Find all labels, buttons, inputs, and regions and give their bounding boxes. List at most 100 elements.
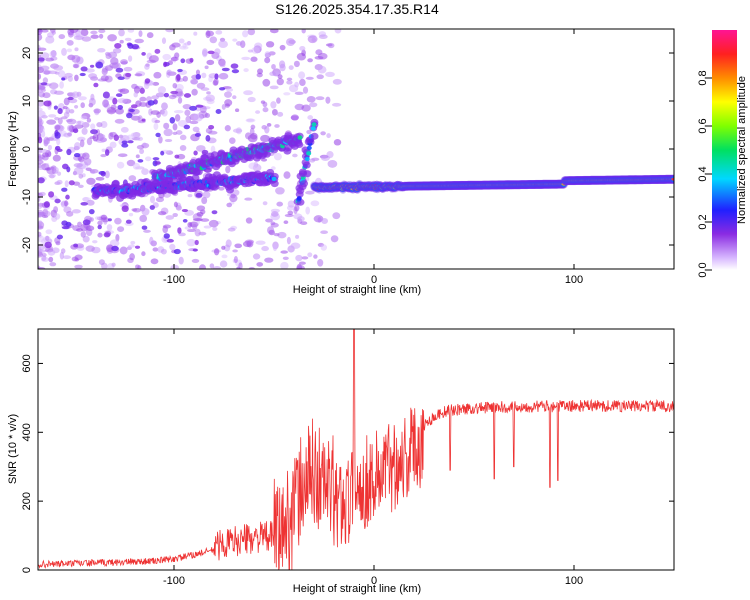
spectral-blob	[214, 73, 219, 80]
spectral-blob	[283, 220, 289, 225]
spectral-blob	[136, 145, 145, 150]
spectral-blob	[232, 95, 237, 100]
spectral-blob	[271, 108, 278, 116]
spectral-blob	[218, 87, 226, 91]
spectral-blob	[232, 128, 243, 133]
spectral-blob	[112, 47, 122, 54]
spectral-blob	[203, 225, 212, 229]
spectral-blob	[43, 235, 51, 243]
spectral-blob	[280, 250, 288, 254]
spectral-blob	[41, 130, 46, 138]
spectral-blob	[154, 119, 161, 124]
spectral-blob	[38, 33, 43, 42]
spectral-blob	[295, 234, 300, 239]
spectral-blob	[270, 166, 276, 171]
spectral-blob	[128, 108, 135, 113]
spectral-blob	[65, 194, 70, 200]
spectral-blob	[85, 68, 95, 73]
colorbar-label: Normalized spectral amplitude	[736, 76, 748, 224]
spectral-blob	[177, 227, 182, 234]
spectral-blob	[192, 248, 198, 252]
spectral-blob	[255, 240, 266, 245]
spectral-blob	[48, 256, 54, 263]
spectral-blob	[76, 228, 83, 232]
spectrogram-xlabel: Height of straight line (km)	[293, 284, 421, 296]
spectral-blob	[80, 66, 88, 72]
spectral-blob	[271, 176, 277, 182]
spectral-blob	[306, 145, 312, 151]
spectral-blob	[221, 254, 228, 259]
spectral-blob	[301, 29, 306, 34]
spectral-blob	[208, 124, 215, 130]
spectral-blob	[225, 239, 232, 248]
spectral-blob	[209, 263, 215, 269]
spectral-blob	[163, 92, 170, 98]
spectral-blob	[38, 192, 41, 197]
spectral-blob	[61, 77, 66, 81]
spectral-blob	[224, 125, 231, 132]
spectral-blob	[186, 238, 196, 247]
spectral-blob	[224, 91, 232, 98]
spectral-blob	[51, 30, 56, 35]
spectral-blob	[88, 73, 98, 79]
spectral-blob	[298, 71, 306, 80]
spectral-blob	[163, 122, 170, 130]
spectral-blob	[269, 85, 279, 90]
spectral-blob	[54, 198, 61, 204]
spectral-blob	[151, 95, 160, 100]
spectral-blob	[187, 221, 193, 228]
spectral-blob	[182, 75, 188, 82]
y-tick-label: 10	[21, 95, 33, 107]
spectral-blob	[165, 176, 174, 184]
spectral-blob	[73, 163, 83, 168]
spectral-blob	[106, 224, 113, 231]
spectral-blob	[199, 264, 206, 269]
spectral-blob	[187, 228, 196, 233]
spectral-blob	[38, 165, 46, 170]
spectral-blob	[213, 78, 219, 86]
spectral-blob	[139, 148, 145, 155]
spectral-blob	[279, 44, 286, 51]
spectral-blob	[118, 29, 125, 37]
spectral-blob	[207, 50, 215, 55]
spectral-blob	[128, 55, 133, 62]
spectral-blob	[134, 245, 141, 249]
spectral-blob	[80, 29, 89, 37]
spectral-blob	[204, 65, 209, 70]
spectral-blob	[114, 42, 122, 49]
spectral-blob	[196, 145, 206, 152]
spectral-blob	[85, 167, 92, 172]
spectral-blob	[161, 37, 167, 45]
spectral-blob	[53, 167, 59, 174]
spectral-blob	[80, 115, 88, 120]
spectral-blob	[169, 44, 176, 51]
spectral-blob	[327, 42, 335, 49]
spectral-blob	[102, 91, 110, 99]
spectral-blob	[204, 113, 211, 118]
spectral-blob	[57, 108, 63, 115]
spectral-blob	[173, 109, 184, 114]
spectral-blob	[314, 55, 324, 60]
spectral-blob	[218, 72, 229, 80]
spectral-blob	[64, 72, 73, 78]
spectral-blob	[149, 236, 154, 245]
spectral-blob	[267, 226, 275, 235]
spectral-blob	[183, 93, 192, 98]
snr-xlabel: Height of straight line (km)	[293, 583, 421, 595]
spectral-blob	[49, 262, 57, 267]
spectral-blob	[254, 42, 263, 50]
spectral-blob	[90, 123, 96, 130]
spectral-blob	[41, 29, 49, 33]
spectral-blob	[57, 171, 62, 176]
spectral-blob	[157, 93, 165, 97]
spectral-blob	[176, 153, 186, 160]
spectral-blob	[154, 161, 161, 165]
spectral-blob	[295, 254, 303, 262]
spectral-blob	[114, 118, 125, 124]
spectral-blob	[282, 256, 289, 260]
spectral-blob	[74, 104, 79, 109]
spectral-blob	[264, 51, 271, 58]
spectral-blob	[298, 261, 306, 265]
spectral-blob	[103, 99, 109, 107]
spectral-blob	[41, 155, 49, 161]
